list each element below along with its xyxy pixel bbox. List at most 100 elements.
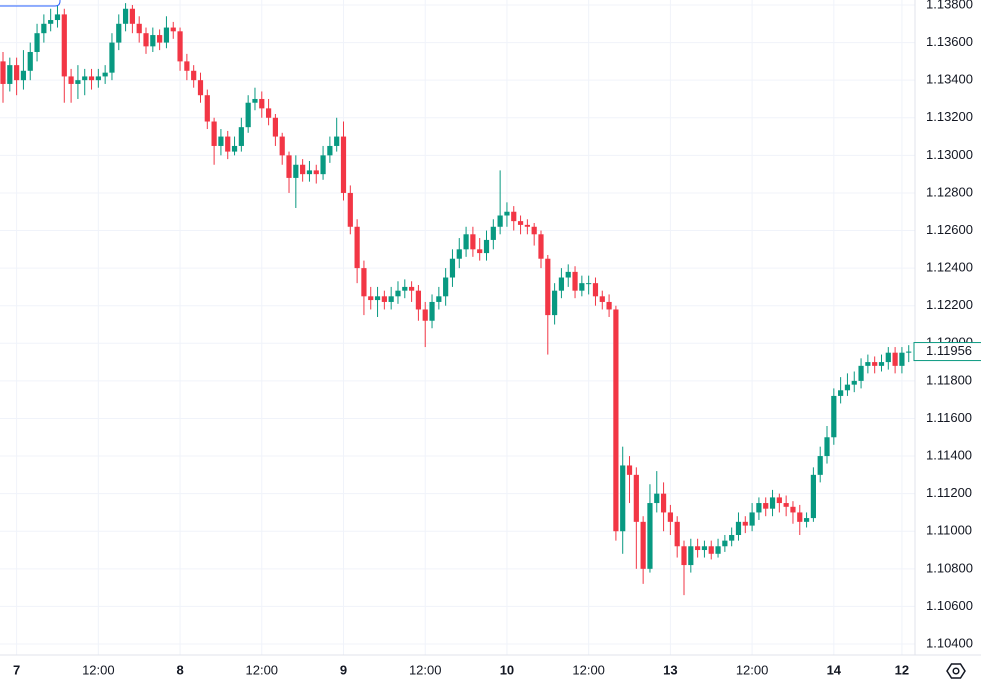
candle-body xyxy=(197,80,204,96)
x-tick-label: 12:00 xyxy=(572,662,605,677)
y-tick-label: 1.12200 xyxy=(926,297,973,312)
candle-body xyxy=(374,296,381,301)
candle-body xyxy=(899,352,905,366)
candle-body xyxy=(129,8,135,24)
candle-body xyxy=(701,546,708,551)
candle-body xyxy=(756,503,762,513)
candle-body xyxy=(497,215,503,227)
candle-body xyxy=(361,268,367,297)
candle-body xyxy=(34,33,40,52)
candle-body xyxy=(422,309,428,321)
selection-edge xyxy=(0,0,61,7)
candle-body xyxy=(878,362,885,366)
candle-body xyxy=(872,362,878,366)
candle-body xyxy=(306,170,313,175)
candle-body xyxy=(626,465,633,475)
candle-body xyxy=(715,546,721,554)
candle-body xyxy=(41,23,47,34)
candle-body xyxy=(613,309,619,532)
y-tick-label: 1.13600 xyxy=(926,34,973,49)
x-tick-label: 7 xyxy=(13,662,20,677)
settings-icon xyxy=(946,663,966,679)
candle-body xyxy=(0,61,6,84)
candle-body xyxy=(449,258,456,278)
last-price-box xyxy=(913,342,981,362)
candle-body xyxy=(511,211,517,222)
candle-body xyxy=(272,117,278,137)
y-tick-label: 1.13200 xyxy=(926,109,973,124)
candle-body xyxy=(749,512,755,526)
x-tick-label: 14 xyxy=(827,662,842,677)
settings-button[interactable] xyxy=(946,663,966,679)
x-tick-label: 12 xyxy=(895,662,909,677)
candle-body xyxy=(538,234,544,259)
x-tick-label: 8 xyxy=(176,662,183,677)
candle-body xyxy=(477,249,483,254)
candle-body xyxy=(136,23,142,34)
candle-body xyxy=(184,61,190,71)
candle-body xyxy=(109,42,115,73)
candle-body xyxy=(265,108,272,118)
candle-body xyxy=(122,8,129,24)
candle-body xyxy=(688,546,694,566)
candle-body xyxy=(259,98,265,109)
candle-body xyxy=(633,474,639,522)
candle-body xyxy=(231,145,238,152)
candle-body xyxy=(586,283,592,285)
candle-body xyxy=(95,76,101,81)
candle-body xyxy=(279,136,285,156)
candle-body xyxy=(463,234,469,250)
candle-body xyxy=(7,65,13,84)
candle-body xyxy=(286,155,292,178)
y-tick-label: 1.11400 xyxy=(926,447,972,462)
candle-body xyxy=(524,224,530,227)
x-tick-label: 12:00 xyxy=(82,662,115,677)
candle-body xyxy=(443,277,449,297)
candle-body xyxy=(776,497,782,504)
candle-body xyxy=(320,155,326,175)
candle-body xyxy=(48,20,54,24)
y-tick-label: 1.10400 xyxy=(926,635,973,650)
candle-body xyxy=(150,35,156,47)
candle-body xyxy=(763,503,769,509)
candle-body xyxy=(906,351,912,353)
candle-body xyxy=(225,136,231,152)
candle-body xyxy=(599,296,605,302)
candle-body xyxy=(238,127,244,146)
candle-body xyxy=(790,506,796,513)
candle-body xyxy=(456,249,462,259)
candle-body xyxy=(14,65,20,81)
candle-body xyxy=(388,296,394,302)
candle-body xyxy=(490,226,496,240)
candle-body xyxy=(368,296,374,301)
y-tick-label: 1.11200 xyxy=(926,485,972,500)
candle-body xyxy=(327,145,333,156)
axes: 1.10400 1.10600 1.10800 1.11000 1.11200 1.114… xyxy=(13,0,981,677)
candle-body xyxy=(504,211,510,216)
candle-body xyxy=(340,136,347,193)
y-tick-label: 1.11600 xyxy=(926,410,972,425)
candle-body xyxy=(606,301,612,310)
plot-area xyxy=(0,3,912,596)
candle-body xyxy=(163,27,170,43)
candle-body xyxy=(831,395,837,438)
candle-body xyxy=(300,164,306,175)
candle-body xyxy=(565,271,571,278)
x-tick-label: 12:00 xyxy=(409,662,442,677)
candle-body xyxy=(620,465,626,532)
candle-body xyxy=(660,493,667,513)
candle-body xyxy=(858,365,864,381)
candle-body xyxy=(892,352,898,366)
candle-body xyxy=(735,521,742,535)
candle-body xyxy=(885,352,891,363)
y-tick-label: 1.13000 xyxy=(926,147,973,162)
candle-body xyxy=(191,70,197,81)
candle-body xyxy=(177,31,183,62)
candle-body xyxy=(552,290,558,316)
candle-body xyxy=(681,546,687,566)
y-tick-label: 1.13800 xyxy=(926,0,973,11)
candle-body xyxy=(722,540,728,547)
candle-body xyxy=(68,76,74,84)
y-tick-label: 1.11000 xyxy=(926,523,972,538)
last-price-label: 1.11956 xyxy=(926,343,972,358)
